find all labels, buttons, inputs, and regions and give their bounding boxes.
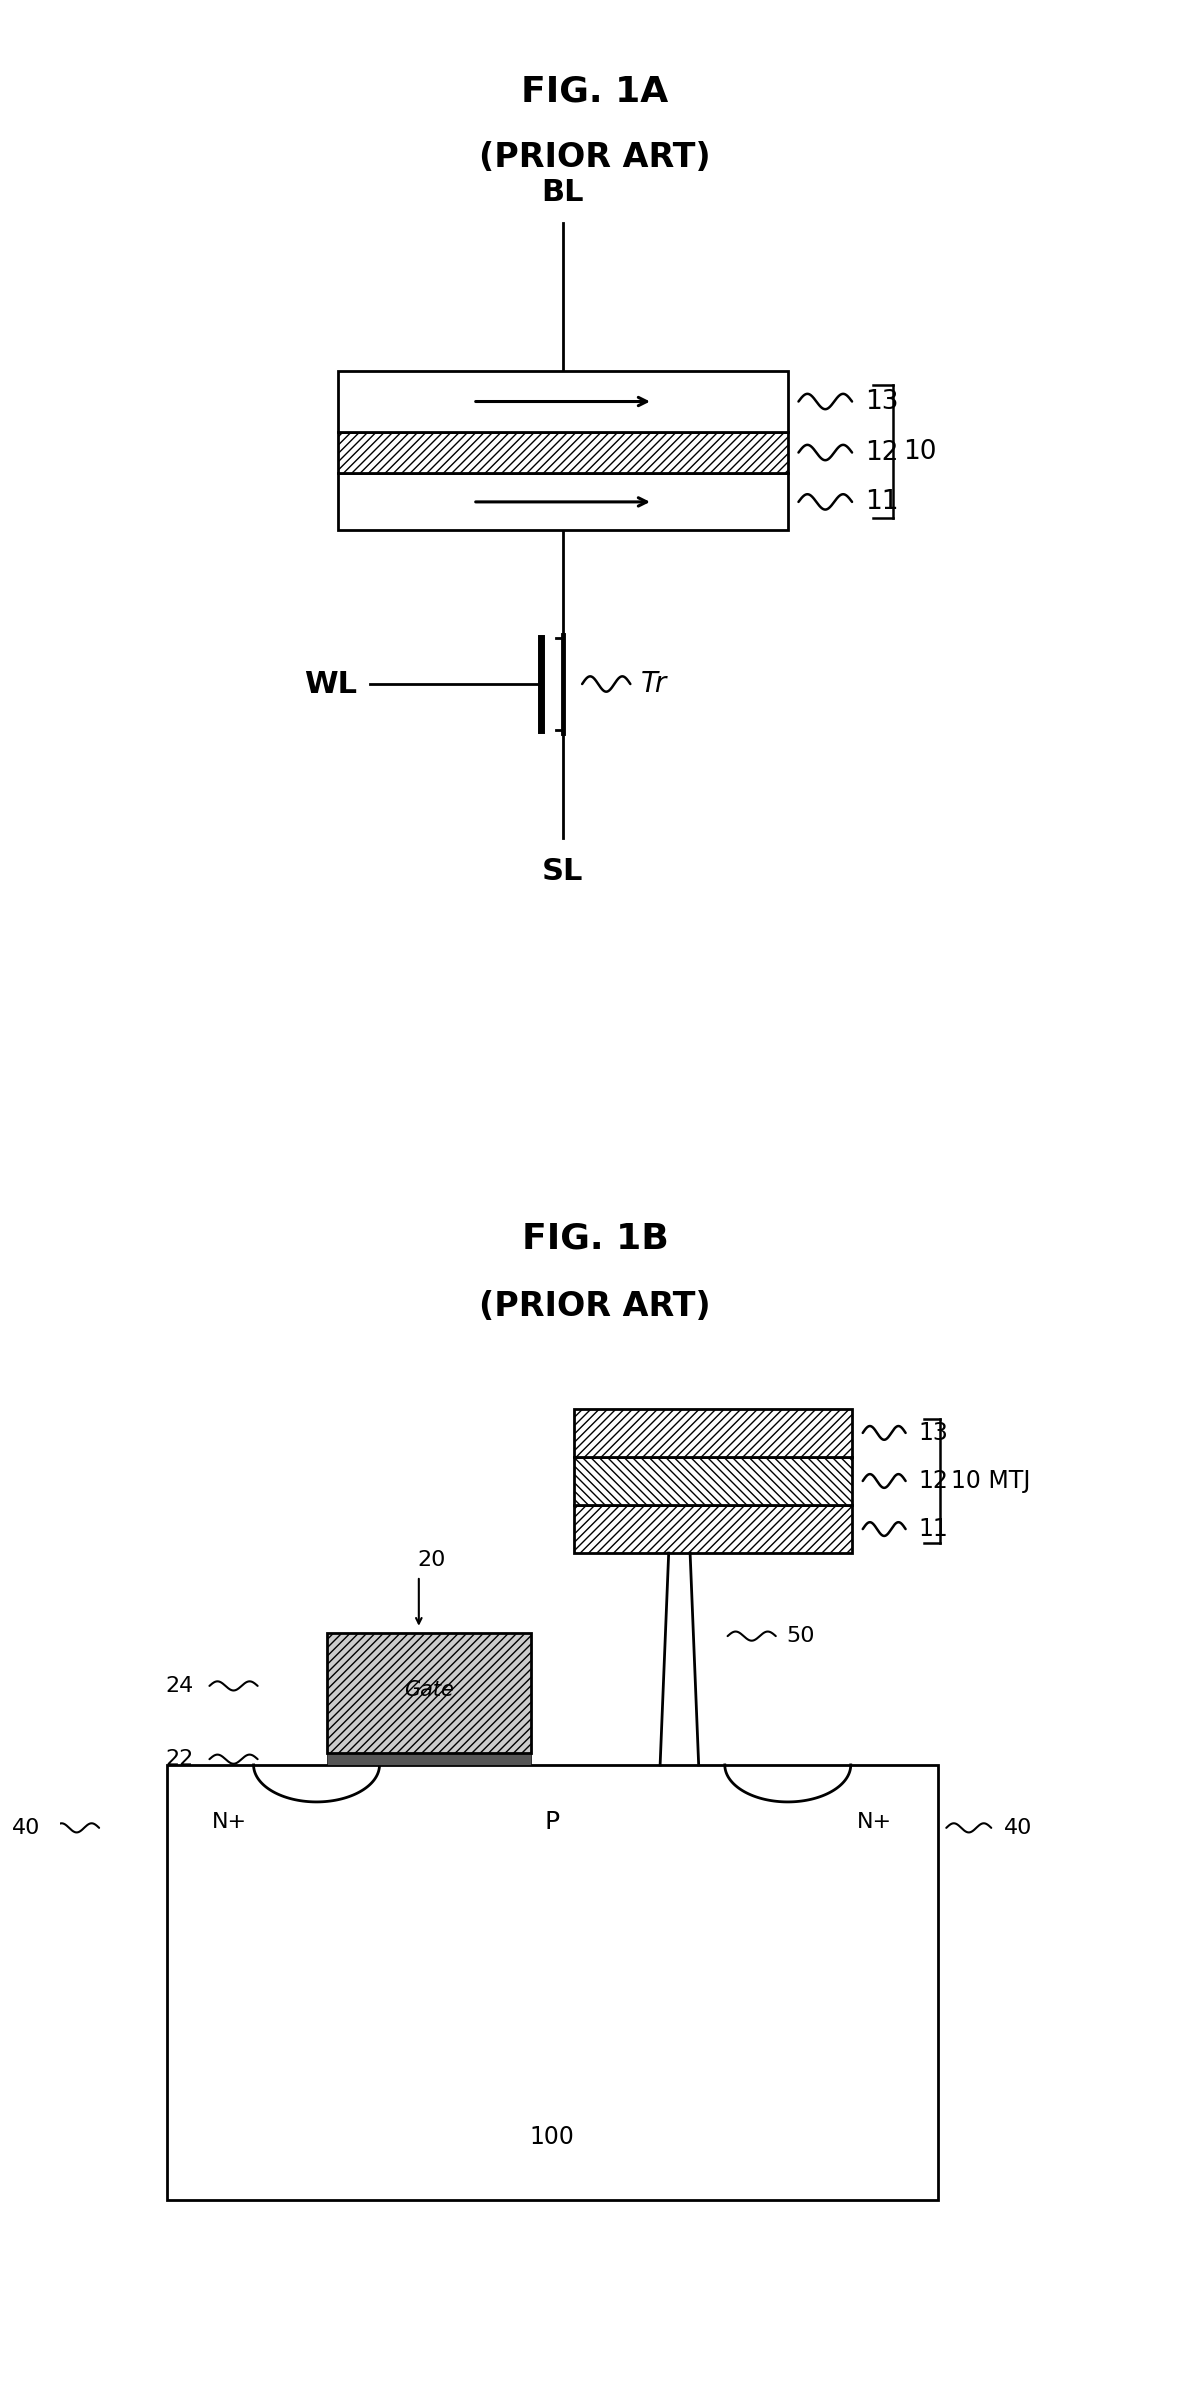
Text: N+: N+ (212, 1813, 248, 1832)
Text: FIG. 1B: FIG. 1B (521, 1221, 669, 1255)
Text: 11: 11 (865, 489, 898, 515)
Bar (327, 1634, 531, 1753)
Bar (338, 372, 788, 432)
Text: 22: 22 (165, 1748, 193, 1770)
Text: 13: 13 (919, 1421, 948, 1445)
Text: 40: 40 (12, 1817, 40, 1839)
Text: Gate: Gate (405, 1679, 453, 1701)
Text: (PRIOR ART): (PRIOR ART) (480, 1290, 710, 1324)
Text: 24: 24 (165, 1677, 193, 1696)
Bar (574, 1457, 852, 1505)
Text: WL: WL (305, 670, 357, 699)
Text: 12: 12 (865, 439, 898, 465)
Text: 12: 12 (919, 1469, 948, 1493)
Bar (574, 1505, 852, 1553)
Text: 10: 10 (903, 439, 937, 465)
Text: Tr: Tr (641, 670, 668, 699)
Text: N+: N+ (857, 1813, 892, 1832)
Text: SL: SL (543, 856, 583, 887)
Text: 100: 100 (530, 2125, 575, 2149)
Text: (PRIOR ART): (PRIOR ART) (480, 141, 710, 174)
Text: P: P (545, 1810, 559, 1834)
Bar (338, 472, 788, 529)
Bar (167, 1765, 938, 2199)
Text: FIG. 1A: FIG. 1A (521, 74, 669, 110)
Text: 20: 20 (418, 1550, 446, 1569)
Text: 11: 11 (919, 1517, 948, 1541)
Bar (338, 432, 788, 472)
Text: BL: BL (541, 179, 584, 207)
Bar (574, 1410, 852, 1457)
Text: 40: 40 (1004, 1817, 1033, 1839)
Bar (327, 1753, 531, 1765)
Text: 50: 50 (787, 1627, 815, 1646)
Text: 13: 13 (865, 389, 898, 415)
Text: 10 MTJ: 10 MTJ (951, 1469, 1031, 1493)
